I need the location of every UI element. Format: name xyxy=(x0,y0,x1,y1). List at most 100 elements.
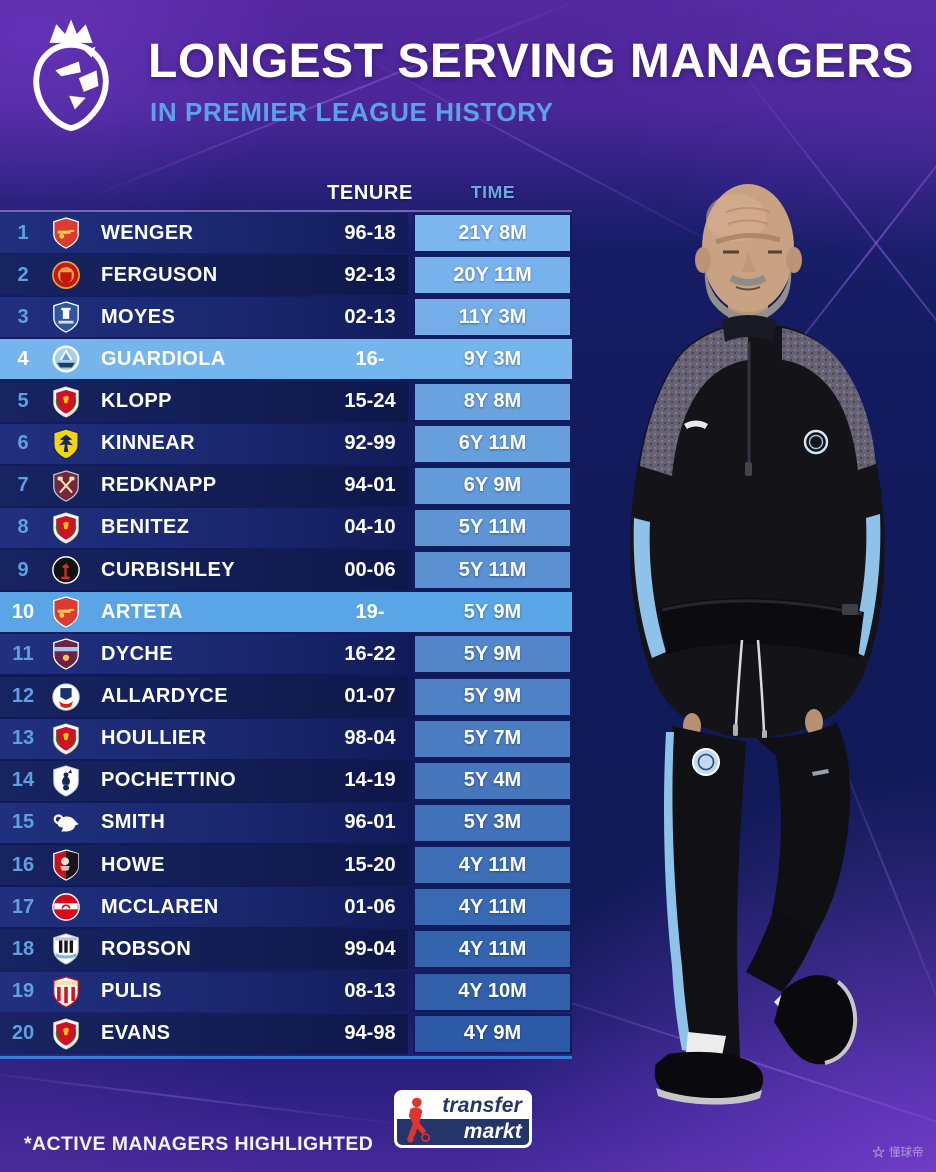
table-row: 7 REDKNAPP 94-01 6Y 9M xyxy=(0,465,572,506)
liverpool-badge xyxy=(46,384,86,420)
liverpool-badge xyxy=(46,510,86,546)
rank-cell: 5 xyxy=(17,390,29,413)
background-streak xyxy=(0,1066,419,1128)
time-cell: 20Y 11M xyxy=(413,255,572,296)
premier-league-lion-logo xyxy=(33,19,109,132)
table-row: 20 EVANS 94-98 4Y 9M xyxy=(0,1013,572,1054)
everton-badge xyxy=(46,299,86,335)
tenure-cell: 96-18 xyxy=(344,221,396,244)
table-row: 6 KINNEAR 92-99 6Y 11M xyxy=(0,423,572,464)
rank-cell: 10 xyxy=(11,600,35,623)
manchester-city-badge xyxy=(46,341,86,377)
row-main: 3 MOYES 02-13 xyxy=(0,297,408,338)
tenure-cell: 00-06 xyxy=(344,558,396,581)
watermark-text: 懂球帝 xyxy=(889,1147,924,1159)
manager-name: SMITH xyxy=(101,811,166,834)
tenure-cell: 15-24 xyxy=(344,390,396,413)
rank-cell: 7 xyxy=(17,474,29,497)
burnley-badge xyxy=(46,636,86,672)
manager-name: WENGER xyxy=(101,221,194,244)
row-main: 1 WENGER 96-18 xyxy=(0,213,408,253)
tenure-cell: 94-01 xyxy=(344,474,396,497)
manager-name: REDKNAPP xyxy=(101,474,217,497)
time-cell: 21Y 8M xyxy=(413,213,572,253)
transfermarkt-wordmark-bottom: markt xyxy=(463,1120,522,1143)
dongqiudi-watermark: 懂球帝 xyxy=(872,1144,924,1160)
liverpool-badge xyxy=(46,1016,86,1052)
tenure-cell: 15-20 xyxy=(344,853,396,876)
row-main: 7 REDKNAPP 94-01 xyxy=(0,465,408,506)
transfermarkt-logo: transfer markt xyxy=(394,1090,532,1148)
tenure-cell: 94-98 xyxy=(344,1022,396,1045)
manager-name: ARTETA xyxy=(101,600,184,623)
wimbledon-badge xyxy=(46,426,86,462)
time-cell: 5Y 11M xyxy=(413,550,572,591)
manager-name: HOULLIER xyxy=(101,727,207,750)
manager-name: KLOPP xyxy=(101,390,172,413)
tenure-cell: 92-13 xyxy=(344,263,396,286)
table-top-divider xyxy=(0,210,572,212)
rank-cell: 19 xyxy=(11,980,35,1003)
page-title: LONGEST SERVING MANAGERS xyxy=(148,35,914,88)
row-main: 12 ALLARDYCE 01-07 xyxy=(0,676,408,717)
table-row: 3 MOYES 02-13 11Y 3M xyxy=(0,297,572,338)
tenure-cell: 01-07 xyxy=(344,685,396,708)
table-bottom-divider xyxy=(0,1056,572,1059)
table-row: 8 BENITEZ 04-10 5Y 11M xyxy=(0,507,572,548)
charlton-badge xyxy=(46,552,86,588)
pep-guardiola-photo xyxy=(630,184,885,1105)
row-main: 15 SMITH 96-01 xyxy=(0,802,408,843)
row-main: 5 KLOPP 15-24 xyxy=(0,381,408,422)
middlesbrough-badge xyxy=(46,889,86,925)
transfermarkt-wordmark-top: transfer xyxy=(442,1094,522,1117)
table-row: 11 DYCHE 16-22 5Y 9M xyxy=(0,634,572,675)
row-main: 9 CURBISHLEY 00-06 xyxy=(0,550,408,591)
arsenal-badge xyxy=(46,215,86,251)
table-row: 12 ALLARDYCE 01-07 5Y 9M xyxy=(0,676,572,717)
rank-cell: 11 xyxy=(12,642,34,665)
row-main: 17 MCCLAREN 01-06 xyxy=(0,887,408,928)
tenure-cell: 16-22 xyxy=(344,642,396,665)
table-row: 10 ARTETA 19- 5Y 9M xyxy=(0,592,572,633)
table-row: 19 PULIS 08-13 4Y 10M xyxy=(0,971,572,1012)
time-cell: 5Y 4M xyxy=(413,760,572,801)
manager-name: MOYES xyxy=(101,305,176,328)
tenure-cell: 19- xyxy=(355,600,385,623)
rank-cell: 2 xyxy=(17,263,29,286)
rank-cell: 16 xyxy=(11,853,35,876)
table-row: 4 GUARDIOLA 16- 9Y 3M xyxy=(0,339,572,380)
newcastle-badge xyxy=(46,931,86,967)
manager-name: CURBISHLEY xyxy=(101,558,236,581)
tenure-cell: 08-13 xyxy=(344,980,396,1003)
time-cell: 8Y 8M xyxy=(413,381,572,422)
manager-name: POCHETTINO xyxy=(101,769,237,792)
managers-table-rows: 1 WENGER 96-18 21Y 8M 2 FERGUSON 92-13 2… xyxy=(0,213,572,1056)
time-cell: 5Y 11M xyxy=(413,507,572,548)
table-row: 17 MCCLAREN 01-06 4Y 11M xyxy=(0,887,572,928)
column-header-time: TIME xyxy=(470,182,516,202)
row-main: 11 DYCHE 16-22 xyxy=(0,634,408,675)
table-row: 9 CURBISHLEY 00-06 5Y 11M xyxy=(0,550,572,591)
rank-cell: 13 xyxy=(11,727,35,750)
tenure-cell: 99-04 xyxy=(344,937,396,960)
table-row: 1 WENGER 96-18 21Y 8M xyxy=(0,213,572,253)
time-cell: 4Y 11M xyxy=(413,929,572,970)
tenure-cell: 98-04 xyxy=(344,727,396,750)
dongqiudi-icon xyxy=(872,1146,885,1157)
rank-cell: 12 xyxy=(11,685,35,708)
manager-name: FERGUSON xyxy=(101,263,218,286)
west-ham-badge xyxy=(46,468,86,504)
manager-name: ROBSON xyxy=(101,937,192,960)
row-main: 16 HOWE 15-20 xyxy=(0,845,408,886)
row-main: 2 FERGUSON 92-13 xyxy=(0,255,408,296)
tenure-cell: 14-19 xyxy=(344,769,396,792)
manager-name: KINNEAR xyxy=(101,432,195,455)
liverpool-badge xyxy=(46,721,86,757)
time-cell: 5Y 3M xyxy=(413,802,572,843)
page-subtitle: IN PREMIER LEAGUE HISTORY xyxy=(150,97,554,127)
row-main: 10 ARTETA 19- xyxy=(0,592,572,633)
time-cell: 4Y 10M xyxy=(413,971,572,1012)
manager-name: BENITEZ xyxy=(101,516,190,539)
row-main: 4 GUARDIOLA 16- xyxy=(0,339,572,380)
